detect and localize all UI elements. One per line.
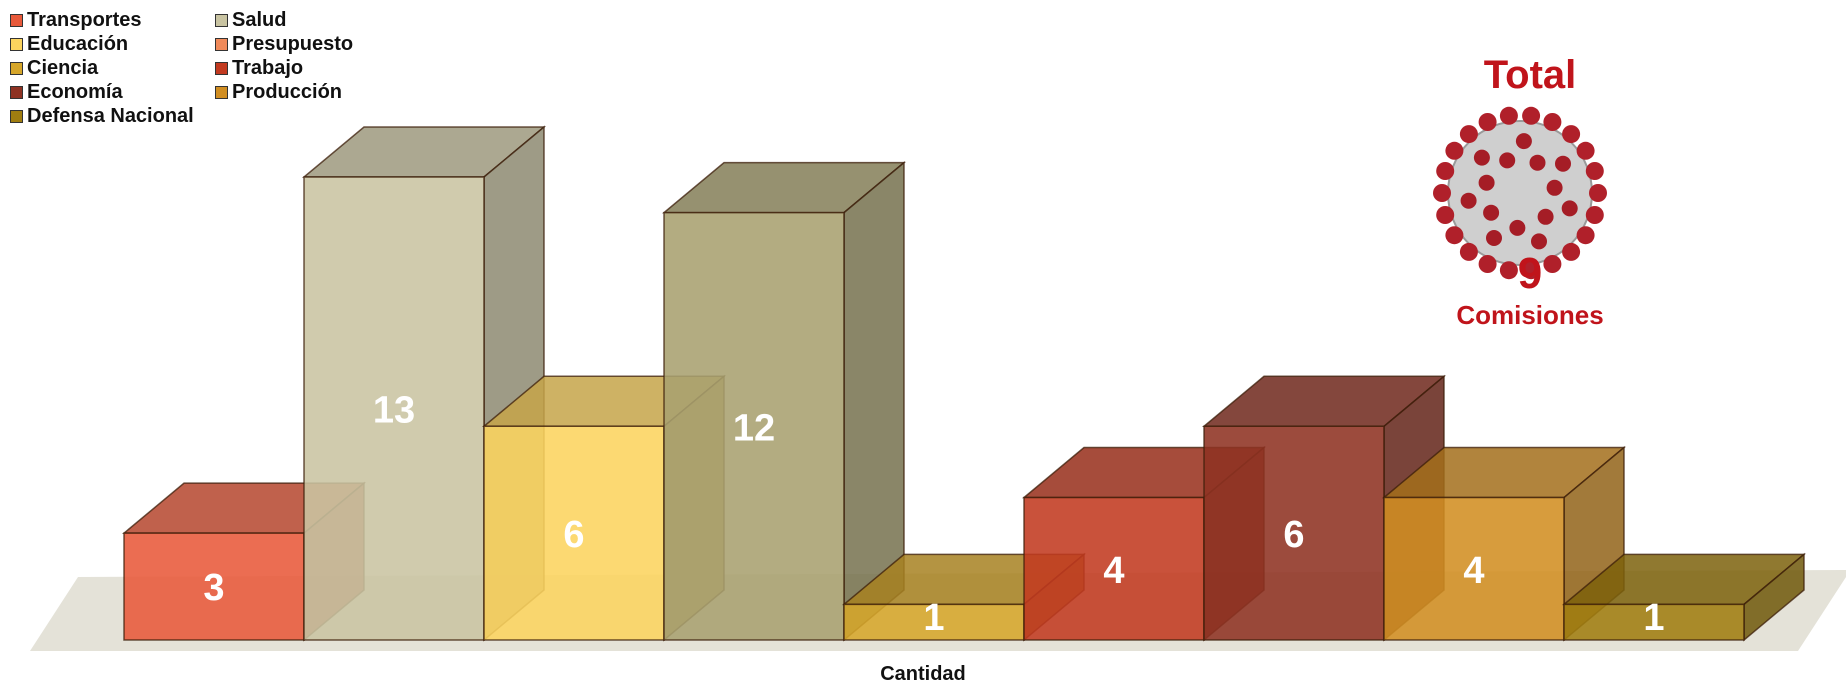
virus-spike xyxy=(1460,192,1477,209)
x-axis-label: Cantidad xyxy=(880,663,966,685)
virus-spike xyxy=(1585,206,1604,224)
virus-spike xyxy=(1522,106,1541,125)
legend-label: Ciencia xyxy=(27,56,99,79)
legend-item: Ciencia xyxy=(10,56,98,80)
bar-value-label: 1 xyxy=(923,597,944,639)
legend-item: Trabajo xyxy=(215,56,303,80)
legend-swatch xyxy=(215,37,228,51)
virus-spike xyxy=(1546,179,1563,196)
virus-spike xyxy=(1499,152,1516,169)
legend-swatch xyxy=(10,61,23,75)
virus-spike xyxy=(1576,141,1595,160)
virus-spike xyxy=(1561,200,1578,217)
virus-spike xyxy=(1478,255,1497,273)
legend-label: Trabajo xyxy=(232,56,304,79)
legend-item: Educación xyxy=(10,32,128,56)
bar-value-label: 3 xyxy=(203,567,224,609)
legend-item: Producción xyxy=(215,80,342,104)
total-label: Comisiones xyxy=(1456,300,1604,330)
legend-item: Economía xyxy=(10,80,123,104)
bar-4: 12 xyxy=(661,161,907,642)
legend-swatch xyxy=(215,13,228,27)
virus-spike xyxy=(1486,230,1502,246)
legend-label: Economía xyxy=(27,80,123,103)
virus-spike xyxy=(1459,125,1478,144)
virus-spike xyxy=(1531,233,1547,250)
virus-spike xyxy=(1537,208,1554,225)
virus-spike xyxy=(1589,184,1607,202)
legend-swatch xyxy=(10,85,23,99)
total-panel: Total 9 Comisiones xyxy=(1420,52,1640,330)
virus-spike xyxy=(1433,184,1451,202)
legend-swatch xyxy=(10,37,23,51)
legend-label: Producción xyxy=(232,80,343,103)
legend-label: Educación xyxy=(27,32,129,55)
virus-spike xyxy=(1478,174,1495,191)
bars-group: 3 13 6 12 1 4 6 4 1 xyxy=(121,125,1807,642)
bar-value-label: 6 xyxy=(1283,514,1304,556)
virus-spike xyxy=(1473,149,1490,166)
virus-spike xyxy=(1436,162,1455,180)
legend-swatch xyxy=(215,61,228,75)
virus-spike xyxy=(1478,113,1497,131)
legend-item: Presupuesto xyxy=(215,32,353,56)
virus-spike xyxy=(1509,219,1526,236)
virus-spike xyxy=(1459,242,1478,261)
legend-swatch xyxy=(10,109,23,123)
bar-value-label: 4 xyxy=(1463,550,1484,592)
bar-9: 1 xyxy=(1561,552,1807,642)
virus-spike xyxy=(1543,113,1562,131)
virus-spike xyxy=(1529,154,1546,171)
virus-spike xyxy=(1499,106,1518,125)
legend-swatch xyxy=(215,85,228,99)
total-title: Total xyxy=(1483,53,1577,97)
legend-item: Salud xyxy=(215,8,286,32)
virus-spike xyxy=(1585,162,1604,180)
bar-value-label: 4 xyxy=(1103,550,1124,592)
bar-value-label: 12 xyxy=(733,407,775,449)
virus-spike xyxy=(1576,226,1595,245)
coronavirus-icon xyxy=(1433,106,1607,280)
legend-label: Salud xyxy=(232,8,287,31)
virus-spike xyxy=(1515,133,1532,150)
virus-spike xyxy=(1562,242,1581,261)
total-count: 9 xyxy=(1517,249,1543,298)
virus-spike xyxy=(1483,204,1500,221)
bar-8: 4 xyxy=(1381,445,1627,642)
legend-item: Defensa Nacional xyxy=(10,104,194,128)
virus-spike xyxy=(1445,226,1464,245)
virus-spike xyxy=(1499,261,1518,280)
virus-spike xyxy=(1445,141,1464,160)
virus-spike xyxy=(1562,125,1581,144)
legend-label: Defensa Nacional xyxy=(27,104,194,127)
legend-swatch xyxy=(10,13,23,27)
legend-item: Transportes xyxy=(10,8,141,32)
virus-spike xyxy=(1522,261,1541,280)
bar-value-label: 13 xyxy=(373,390,415,432)
legend-label: Transportes xyxy=(27,8,142,31)
bar-front-face xyxy=(1563,603,1745,641)
virus-spike xyxy=(1543,255,1562,273)
virus-spike xyxy=(1555,155,1571,172)
bar-value-label: 6 xyxy=(563,514,584,556)
virus-spike xyxy=(1436,206,1455,224)
legend-label: Presupuesto xyxy=(232,32,354,55)
bar-value-label: 1 xyxy=(1643,597,1664,639)
